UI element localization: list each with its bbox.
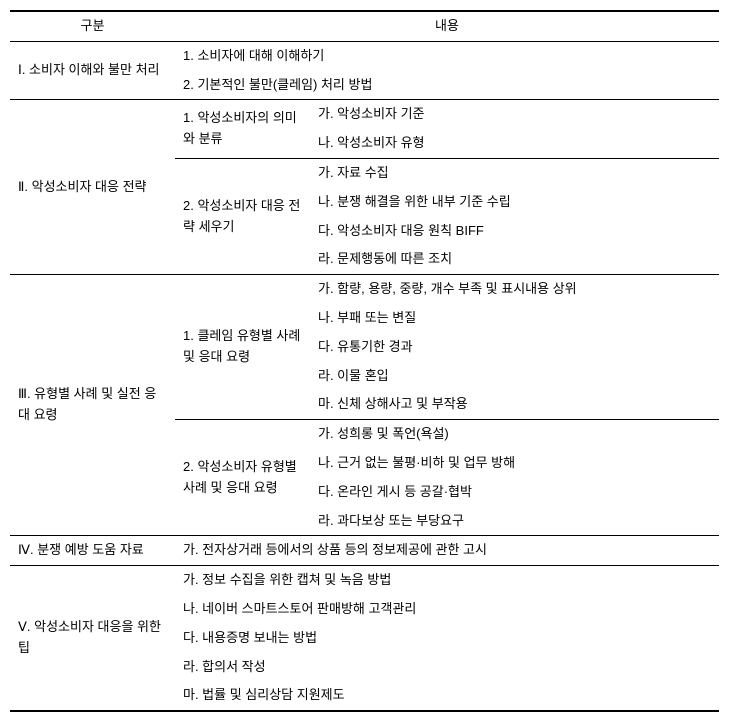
cell: 다. 온라인 게시 등 공갈·협박 [310, 478, 719, 507]
cell: 2. 기본적인 불만(클레임) 처리 방법 [175, 71, 719, 100]
cell: 나. 부패 또는 변질 [310, 304, 719, 333]
cell: 나. 근거 없는 불평·비하 및 업무 방해 [310, 449, 719, 478]
cell: 가. 악성소비자 기준 [310, 100, 719, 129]
cell: 다. 악성소비자 대응 원칙 BIFF [310, 217, 719, 246]
section-title: Ⅳ. 분쟁 예방 도움 자료 [10, 536, 175, 566]
cell: 나. 분쟁 해결을 위한 내부 기준 수립 [310, 188, 719, 217]
cell: 가. 정보 수집을 위한 캡쳐 및 녹음 방법 [175, 566, 719, 595]
cell: 라. 이물 혼입 [310, 362, 719, 391]
table-row: Ⅱ. 악성소비자 대응 전략 1. 악성소비자의 의미와 분류 가. 악성소비자… [10, 100, 719, 129]
table-row: Ⅲ. 유형별 사례 및 실전 응대 요령 1. 클레임 유형별 사례 및 응대 … [10, 275, 719, 304]
cell: 마. 법률 및 심리상담 지원제도 [175, 681, 719, 711]
section-title: Ⅱ. 악성소비자 대응 전략 [10, 100, 175, 275]
content-table: 구분 내용 Ⅰ. 소비자 이해와 불만 처리 1. 소비자에 대해 이해하기 2… [10, 10, 719, 712]
subsection-title: 1. 악성소비자의 의미와 분류 [175, 100, 310, 159]
cell: 마. 신체 상해사고 및 부작용 [310, 390, 719, 419]
header-row: 구분 내용 [10, 11, 719, 41]
cell: 라. 과다보상 또는 부당요구 [310, 507, 719, 536]
cell: 나. 네이버 스마트스토어 판매방해 고객관리 [175, 595, 719, 624]
cell: 가. 자료 수집 [310, 158, 719, 187]
table-row: Ⅳ. 분쟁 예방 도움 자료 가. 전자상거래 등에서의 상품 등의 정보제공에… [10, 536, 719, 566]
cell: 다. 내용증명 보내는 방법 [175, 624, 719, 653]
cell: 1. 소비자에 대해 이해하기 [175, 41, 719, 70]
section-title: Ⅰ. 소비자 이해와 불만 처리 [10, 41, 175, 100]
header-gubun: 구분 [10, 11, 175, 41]
cell: 라. 합의서 작성 [175, 653, 719, 682]
cell: 라. 문제행동에 따른 조치 [310, 245, 719, 274]
subsection-title: 2. 악성소비자 대응 전략 세우기 [175, 158, 310, 274]
cell: 가. 성희롱 및 폭언(욕설) [310, 420, 719, 449]
cell: 다. 유통기한 경과 [310, 333, 719, 362]
section-title: Ⅴ. 악성소비자 대응을 위한 팁 [10, 566, 175, 711]
subsection-title: 1. 클레임 유형별 사례 및 응대 요령 [175, 275, 310, 420]
cell: 나. 악성소비자 유형 [310, 129, 719, 158]
cell: 가. 함량, 용량, 중량, 개수 부족 및 표시내용 상위 [310, 275, 719, 304]
header-content: 내용 [175, 11, 719, 41]
section-title: Ⅲ. 유형별 사례 및 실전 응대 요령 [10, 275, 175, 536]
table-row: Ⅰ. 소비자 이해와 불만 처리 1. 소비자에 대해 이해하기 [10, 41, 719, 70]
subsection-title: 2. 악성소비자 유형별 사례 및 응대 요령 [175, 420, 310, 536]
cell: 가. 전자상거래 등에서의 상품 등의 정보제공에 관한 고시 [175, 536, 719, 566]
table-row: Ⅴ. 악성소비자 대응을 위한 팁 가. 정보 수집을 위한 캡쳐 및 녹음 방… [10, 566, 719, 595]
